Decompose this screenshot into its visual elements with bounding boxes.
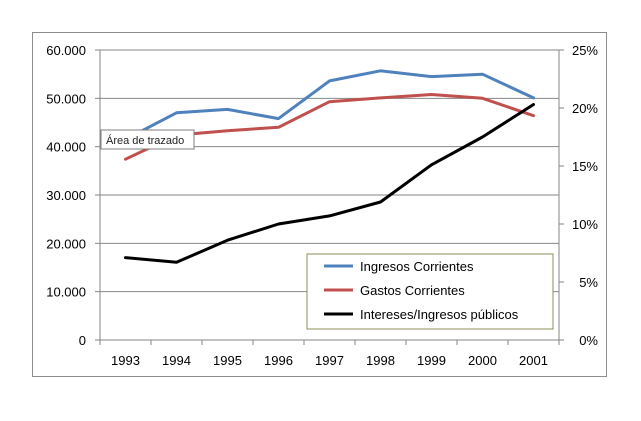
series-line-ingresos-corrientes bbox=[124, 69, 535, 141]
legend-label: Gastos Corrientes bbox=[360, 283, 465, 298]
plot-area-tooltip: Área de trazado bbox=[100, 129, 195, 150]
x-tick-label: 1995 bbox=[213, 353, 242, 368]
x-tick-label: 2001 bbox=[519, 353, 548, 368]
x-tick-label: 2000 bbox=[468, 353, 497, 368]
series-group bbox=[124, 69, 535, 264]
y-left-tick-label: 10.000 bbox=[46, 285, 86, 300]
x-tick-label: 1997 bbox=[315, 353, 344, 368]
y-right-tick-label: 10% bbox=[572, 217, 598, 232]
x-tick-label: 1993 bbox=[111, 353, 140, 368]
x-tick-label: 1998 bbox=[366, 353, 395, 368]
y-left-tick-label: 30.000 bbox=[46, 188, 86, 203]
y-right-tick-label: 25% bbox=[572, 43, 598, 58]
tooltip-box bbox=[100, 129, 195, 150]
legend: Ingresos Corrientes Gastos Corrientes Inte… bbox=[306, 253, 554, 330]
tooltip-text: Área de trazado bbox=[106, 134, 184, 147]
axes: 0 10.000 20.000 30.000 40.000 50.000 60.000 0% 5… bbox=[46, 43, 598, 368]
x-tick-label: 1999 bbox=[417, 353, 446, 368]
y-left-tick-label: 0 bbox=[79, 333, 86, 348]
y-left-tick-label: 60.000 bbox=[46, 43, 86, 58]
legend-label: Ingresos Corrientes bbox=[360, 259, 474, 274]
y-right-tick-label: 0% bbox=[579, 333, 598, 348]
y-left-tick-label: 40.000 bbox=[46, 140, 86, 155]
series-line-intereses-ingresos-publicos bbox=[124, 103, 535, 264]
y-left-tick-label: 20.000 bbox=[46, 236, 86, 251]
y-left-tick-label: 50.000 bbox=[46, 91, 86, 106]
x-tick-label: 1996 bbox=[264, 353, 293, 368]
y-right-tick-label: 20% bbox=[572, 101, 598, 116]
legend-label: Intereses/Ingresos públicos bbox=[360, 307, 519, 322]
y-right-tick-label: 5% bbox=[579, 275, 598, 290]
y-right-tick-label: 15% bbox=[572, 159, 598, 174]
x-tick-label: 1994 bbox=[162, 353, 191, 368]
